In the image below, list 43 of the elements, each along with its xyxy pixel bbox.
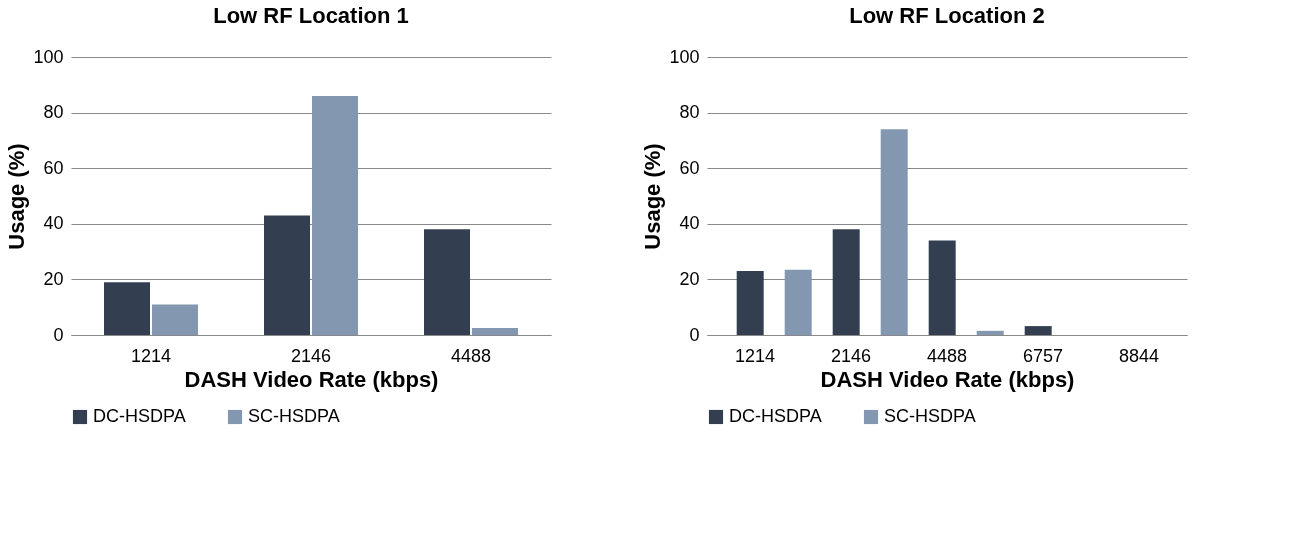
x-tick-label: 8844: [1118, 345, 1160, 366]
chart-title: Low RF Location 1: [213, 3, 409, 28]
legend-label: SC-HSDPA: [248, 406, 340, 426]
bar: [472, 328, 518, 335]
y-tick-label: 0: [53, 324, 64, 345]
bar: [976, 330, 1004, 335]
bar: [832, 229, 860, 335]
bar: [104, 282, 150, 335]
y-tick-label: 100: [33, 46, 64, 67]
y-axis-title: Usage (%): [4, 143, 30, 250]
y-tick-label: 0: [689, 324, 700, 345]
bar: [264, 215, 310, 335]
y-tick-label: 80: [679, 102, 700, 123]
y-tick-label: 20: [679, 268, 700, 289]
x-tick-label: 2146: [290, 345, 332, 366]
x-tick-label: 2146: [830, 345, 872, 366]
bar: [880, 129, 908, 335]
y-tick-label: 60: [43, 157, 64, 178]
x-axis-title: DASH Video Rate (kbps): [820, 366, 1075, 392]
x-tick-label: 4488: [450, 345, 492, 366]
bar: [152, 304, 198, 335]
x-tick-label: 6757: [1022, 345, 1064, 366]
x-tick-label: 4488: [926, 345, 968, 366]
x-axis-title: DASH Video Rate (kbps): [184, 366, 439, 392]
legend-label: SC-HSDPA: [884, 406, 976, 426]
bar: [928, 240, 956, 335]
bar: [1024, 326, 1052, 335]
y-tick-label: 40: [679, 213, 700, 234]
legend-label: DC-HSDPA: [93, 406, 186, 426]
y-tick-label: 80: [43, 102, 64, 123]
y-tick-label: 20: [43, 268, 64, 289]
bar: [736, 271, 764, 335]
x-tick-label: 1214: [130, 345, 172, 366]
chart-title: Low RF Location 2: [849, 3, 1045, 28]
y-tick-label: 100: [669, 46, 700, 67]
bar: [312, 95, 358, 335]
y-tick-label: 40: [43, 213, 64, 234]
legend-label: DC-HSDPA: [729, 406, 822, 426]
y-axis-title: Usage (%): [640, 143, 666, 250]
bar: [424, 229, 470, 335]
y-tick-label: 60: [679, 157, 700, 178]
bar: [784, 269, 812, 335]
x-tick-label: 1214: [734, 345, 776, 366]
